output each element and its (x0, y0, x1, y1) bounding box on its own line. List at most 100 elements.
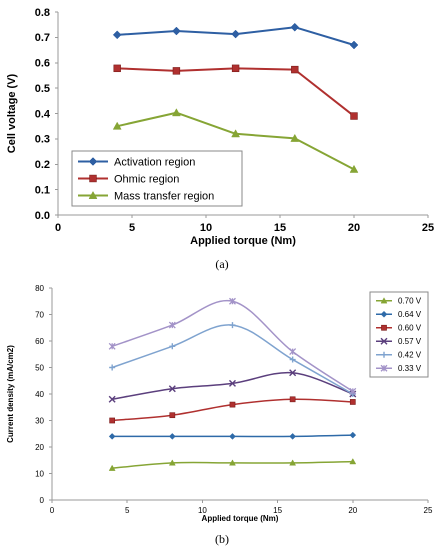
data-point (168, 433, 176, 440)
data-point (109, 364, 116, 371)
legend-marker (89, 174, 97, 183)
data-point (290, 133, 300, 142)
data-point (350, 112, 358, 120)
data-point (108, 342, 116, 350)
data-point (349, 40, 359, 50)
data-point (349, 431, 357, 439)
series-activation-region (112, 22, 359, 50)
data-point (169, 343, 176, 350)
x-tick-label: 25 (422, 222, 434, 234)
x-tick-label: 15 (273, 506, 282, 515)
data-point (172, 26, 181, 36)
data-point (289, 396, 296, 403)
legend: 0.70 V 0.64 V 0.60 V 0.57 V 0.42 V 0.33 V (369, 291, 429, 378)
legend-entry: Mass transfer region (78, 190, 214, 202)
series-0-42-v (109, 322, 356, 397)
legend-label: 0.70 V (398, 297, 422, 306)
y-tick-label: 0.1 (35, 184, 50, 196)
chart-panel-b: 0 10 20 30 40 50 60 70 80 0 5 10 15 20 25 Applied torqu… (6, 284, 433, 523)
x-tick-label: 5 (125, 506, 130, 515)
caption-panel-a: (a) (215, 257, 228, 271)
data-point (289, 348, 297, 356)
y-tick-label: 0.4 (35, 108, 51, 120)
legend-entry: 0.33 V (376, 364, 422, 373)
y-tick-label: 80 (35, 284, 44, 293)
data-point (172, 67, 181, 75)
data-point (289, 459, 297, 466)
x-tick-label: 20 (348, 222, 360, 234)
legend-label: Ohmic region (114, 173, 179, 185)
data-point (108, 433, 116, 440)
x-tick-label: 10 (198, 506, 207, 515)
x-tick-label: 20 (348, 506, 357, 515)
y-tick-label: 60 (35, 337, 44, 346)
legend-marker (381, 351, 387, 358)
legend-entry: 0.70 V (376, 297, 422, 306)
chart-panel-a: 0.0 0.1 0.2 0.3 0.4 0.5 0.6 0.7 0.8 0 5 10 15 20 25 App… (6, 7, 434, 247)
data-point (349, 458, 357, 465)
series-0-60-v (109, 396, 356, 424)
legend-label: Mass transfer region (114, 190, 214, 202)
series-line (111, 371, 354, 401)
data-point (231, 129, 241, 138)
caption-panel-b: (b) (215, 532, 229, 546)
legend-label: Activation region (114, 156, 195, 168)
data-point (168, 321, 176, 329)
legend: Activation region Ohmic region Mass transf… (71, 150, 243, 207)
data-point (229, 459, 236, 466)
series-mass-transfer-region (112, 108, 359, 173)
data-point (289, 369, 297, 377)
x-tick-label: 15 (274, 222, 286, 234)
data-point (168, 459, 176, 466)
data-point (349, 164, 359, 173)
y-tick-label: 40 (35, 390, 44, 399)
x-tick-label: 25 (424, 506, 433, 515)
legend-label: 0.33 V (398, 364, 422, 373)
series-0-33-v (108, 297, 357, 395)
data-point (168, 385, 176, 393)
x-tick-label: 0 (55, 222, 61, 234)
data-point (169, 412, 176, 419)
data-point (229, 433, 236, 440)
legend-entry: 0.57 V (376, 337, 422, 346)
data-point (289, 356, 296, 363)
data-point (229, 297, 236, 305)
series-0-64-v (108, 431, 357, 440)
data-point (229, 401, 236, 408)
data-point (171, 108, 181, 117)
data-point (229, 322, 236, 329)
legend-label: 0.42 V (398, 351, 422, 360)
data-point (231, 64, 240, 73)
legend-marker (380, 310, 388, 318)
data-point (112, 30, 122, 40)
series-line (116, 67, 355, 118)
legend-label: 0.64 V (398, 310, 422, 319)
x-tick-label: 5 (129, 222, 135, 234)
legend-label: 0.60 V (398, 324, 422, 333)
data-point (113, 64, 121, 73)
data-point (109, 417, 116, 424)
y-tick-label: 30 (35, 416, 44, 425)
legend-marker (381, 324, 387, 331)
x-tick-label: 10 (200, 222, 212, 234)
legend-entry: Ohmic region (78, 173, 179, 185)
series-0-70-v (108, 458, 357, 471)
y-tick-label: 10 (35, 469, 44, 478)
data-point (290, 22, 300, 32)
legend-entry: 0.64 V (376, 310, 422, 319)
y-tick-label: 0.7 (35, 32, 50, 44)
x-axis-title: Applied torque (Nm) (190, 235, 296, 247)
x-tick-label: 0 (50, 506, 55, 515)
y-tick-label: 0.0 (35, 210, 50, 222)
legend-box (369, 291, 429, 378)
legend-label: 0.57 V (398, 337, 422, 346)
legend-marker (88, 190, 98, 199)
legend-marker (380, 297, 388, 304)
y-tick-label: 0.2 (35, 159, 50, 171)
y-tick-label: 70 (35, 310, 44, 319)
y-tick-label: 0.5 (35, 83, 50, 95)
data-point (228, 379, 236, 387)
data-point (349, 399, 356, 405)
